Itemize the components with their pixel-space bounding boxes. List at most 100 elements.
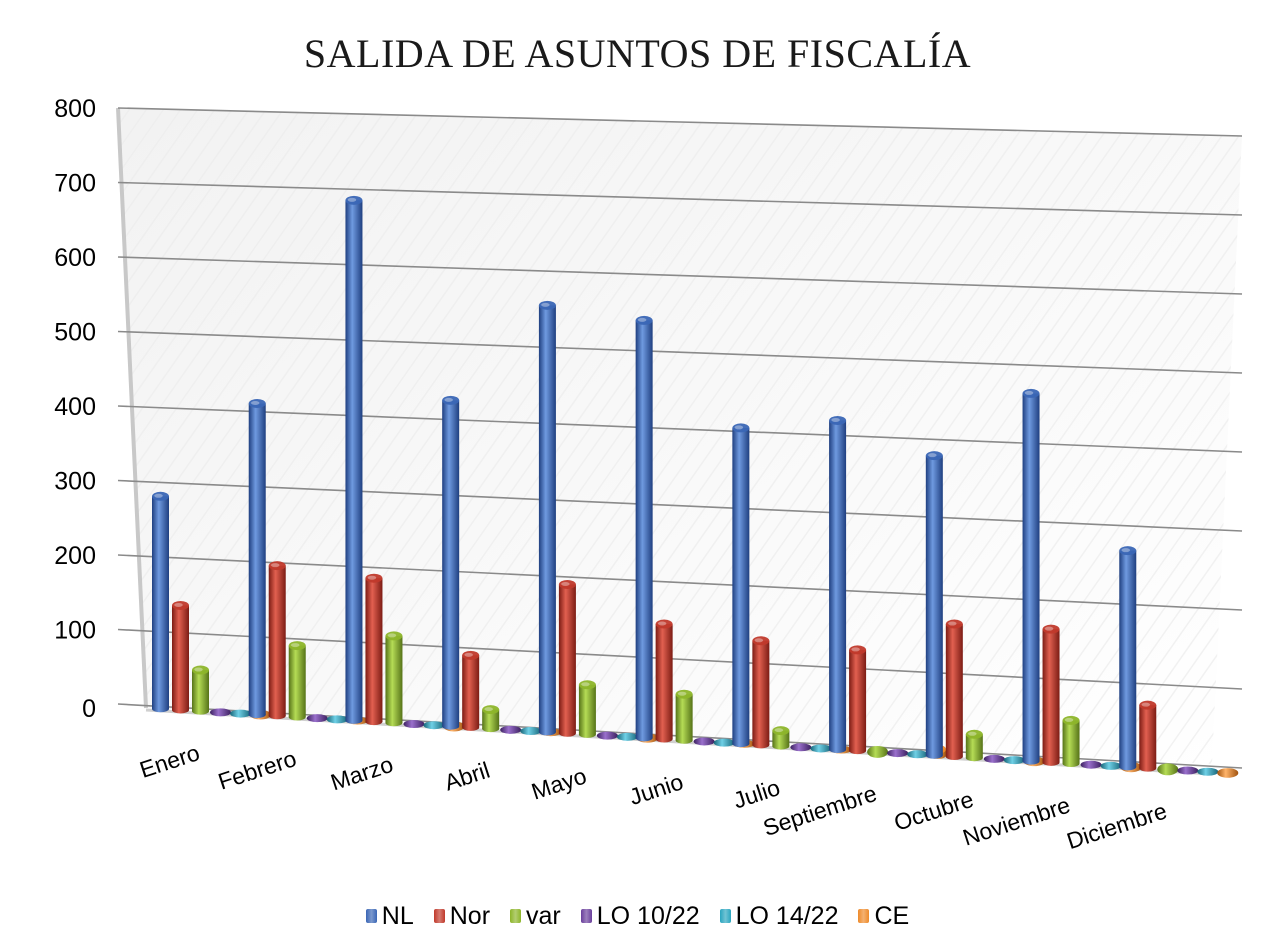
bar-highlight — [1064, 717, 1074, 722]
bar-base — [965, 754, 983, 762]
gridline — [117, 479, 1243, 532]
bar-body — [1022, 393, 1040, 762]
side-wall-edge — [116, 107, 148, 709]
bar-body — [925, 455, 943, 756]
bar-cap — [345, 195, 363, 205]
bar-cap — [945, 619, 963, 629]
bar-cap — [1119, 546, 1137, 556]
bar-highlight — [194, 667, 203, 672]
legend-swatch — [580, 909, 592, 923]
bar-lo-14-22 — [1003, 756, 1025, 765]
bar-body — [578, 684, 596, 735]
bar-var — [385, 631, 403, 727]
bar-cap — [442, 395, 460, 405]
bar-base — [192, 707, 209, 715]
bar-highlight — [541, 302, 550, 307]
bar-nor — [1139, 700, 1157, 772]
bar-lo-14-22 — [616, 732, 638, 741]
bar-disc — [983, 754, 1005, 763]
y-tick-label: 600 — [54, 244, 96, 272]
bar-body — [442, 400, 460, 727]
bar-highlight — [250, 400, 260, 405]
bar-base — [732, 740, 750, 748]
bar-disc — [616, 732, 638, 741]
bar-body — [248, 403, 266, 715]
legend-item: var — [510, 902, 561, 931]
bar-disc — [596, 731, 618, 740]
bar-nl — [152, 491, 169, 713]
bar-highlight — [1024, 390, 1034, 395]
bar-highlight — [154, 493, 163, 498]
bar-lo-10-22 — [887, 749, 909, 758]
bar-cap — [752, 636, 770, 646]
bar-cap — [385, 631, 403, 641]
bar-body — [558, 584, 576, 734]
bar-cap — [849, 645, 867, 655]
bar-lo-14-22 — [423, 721, 445, 730]
bar-cap — [152, 491, 169, 501]
bar-body — [965, 734, 983, 758]
bar-base — [462, 723, 480, 731]
legend-item: LO 10/22 — [580, 901, 700, 931]
bar-body — [172, 605, 189, 710]
bar-disc — [1177, 766, 1199, 775]
bar-cap — [1062, 715, 1080, 725]
bar-disc — [306, 714, 328, 723]
bar-body — [655, 624, 673, 740]
x-tick-label: Julio — [730, 774, 783, 813]
bar-base — [365, 718, 383, 726]
legend-label: LO 10/22 — [596, 901, 700, 930]
x-tick-label: Diciembre — [1064, 797, 1170, 854]
bar-body — [635, 320, 653, 738]
bar-lo-14-22 — [1100, 761, 1122, 770]
bar-cap — [1042, 624, 1060, 634]
bar-var — [675, 689, 693, 744]
bar-var — [772, 726, 790, 750]
legend-label: CE — [874, 901, 910, 930]
bar-body — [538, 305, 556, 733]
bar-var — [288, 641, 306, 721]
bar-base — [442, 722, 460, 730]
bar-disc — [1080, 760, 1102, 769]
bar-highlight — [290, 643, 300, 648]
bar-body — [365, 578, 383, 722]
bar-base — [829, 745, 847, 753]
legend-swatch — [433, 909, 445, 923]
bar-lo-10-22 — [1080, 760, 1102, 769]
x-tick-label: Abril — [441, 757, 493, 796]
bar-body — [345, 200, 363, 721]
bar-disc — [210, 708, 231, 717]
bar-lo-14-22 — [1197, 767, 1219, 776]
bar-var — [1062, 715, 1080, 768]
x-tick-label: Junio — [626, 768, 686, 810]
bar-body — [482, 709, 500, 729]
bar-cap — [1139, 700, 1157, 710]
bar-highlight — [347, 197, 357, 202]
x-tick-label: Marzo — [327, 751, 396, 795]
bar-nl — [925, 451, 943, 759]
bar-lo-10-22 — [306, 714, 328, 723]
bar-highlight — [968, 731, 977, 736]
legend-label: Nor — [449, 901, 491, 930]
bar-body — [675, 694, 693, 741]
y-tick-label: 500 — [54, 319, 96, 347]
bar-disc — [403, 719, 425, 728]
bar-cap — [365, 573, 383, 583]
bar-disc — [887, 749, 909, 758]
bar-lo-14-22 — [907, 750, 929, 759]
y-tick-label: 700 — [54, 170, 96, 198]
bar-base — [1139, 764, 1157, 772]
bar-var — [192, 665, 209, 715]
bar-highlight — [1044, 626, 1054, 631]
bar-disc — [423, 721, 445, 730]
bar-var — [578, 680, 596, 738]
bar-body — [192, 670, 209, 712]
bar-lo-14-22 — [713, 738, 735, 747]
bar-base — [482, 725, 500, 733]
bar-cap — [558, 579, 576, 589]
legend-item: LO 14/22 — [719, 902, 838, 931]
bar-highlight — [444, 397, 453, 402]
bar-nl — [1022, 388, 1040, 765]
chart-plot-area: 0 100 200 300 400 500 600 700 800 Enero Febrero Ma… — [54, 95, 1243, 854]
bar-cap — [675, 689, 693, 699]
